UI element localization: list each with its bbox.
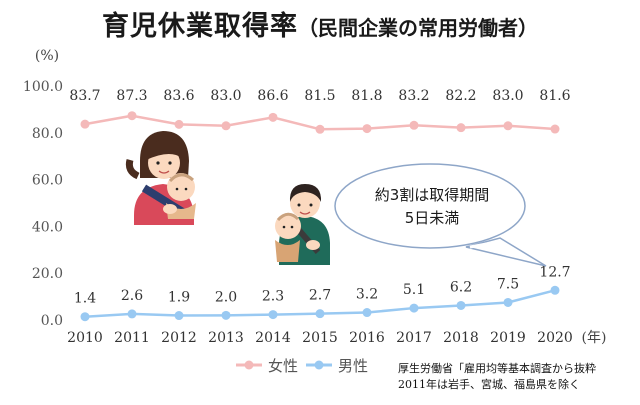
father-with-baby-illustration — [275, 184, 330, 265]
data-label-women: 82.2 — [445, 88, 476, 104]
x-tick-label: 2017 — [396, 330, 432, 346]
x-tick-label: 2011 — [114, 330, 150, 346]
x-axis-unit: (年) — [582, 330, 607, 346]
data-label-men: 2.0 — [215, 289, 237, 305]
data-label-men: 7.5 — [497, 276, 519, 292]
data-point-men — [80, 312, 90, 322]
data-label-men: 2.6 — [121, 288, 143, 304]
data-label-women: 83.2 — [398, 88, 429, 104]
data-label-men: 6.2 — [450, 279, 472, 295]
data-label-women: 83.6 — [163, 88, 194, 104]
data-point-women — [127, 111, 137, 121]
data-point-women — [315, 124, 325, 134]
x-tick-label: 2020 — [537, 330, 573, 346]
data-label-women: 83.7 — [69, 88, 100, 104]
data-label-women: 81.8 — [351, 88, 382, 104]
data-label-women: 83.0 — [492, 88, 523, 104]
data-label-men: 12.7 — [539, 264, 570, 280]
y-tick-label: 80.0 — [32, 126, 63, 142]
data-point-men — [550, 285, 560, 295]
data-point-women — [503, 121, 513, 131]
chart-title: 育児休業取得率（民間企業の常用労働者） — [0, 4, 640, 43]
chart-title-main: 育児休業取得率 — [102, 11, 298, 42]
annotation-bubble: 約3割は取得期間 5日未満 — [334, 163, 547, 267]
data-point-men — [315, 309, 325, 319]
data-label-women: 87.3 — [116, 88, 147, 104]
data-point-men — [127, 309, 137, 319]
data-label-men: 1.4 — [74, 291, 96, 307]
y-tick-label: 0.0 — [41, 313, 63, 329]
legend-marker-women — [244, 360, 254, 370]
legend-label-men: 男性 — [338, 357, 368, 375]
data-point-women — [221, 121, 231, 131]
data-point-women — [456, 123, 466, 133]
mother-with-baby-illustration — [125, 131, 196, 225]
y-tick-label: 20.0 — [32, 266, 63, 282]
data-label-men: 3.2 — [356, 287, 378, 303]
x-tick-label: 2013 — [208, 330, 244, 346]
x-tick-label: 2014 — [255, 330, 291, 346]
legend-item-men: 男性 — [306, 357, 368, 375]
x-tick-label: 2016 — [349, 330, 385, 346]
data-label-women: 86.6 — [257, 88, 288, 104]
y-tick-label: 100.0 — [23, 79, 63, 95]
data-label-men: 1.9 — [168, 290, 190, 306]
y-tick-label: 40.0 — [32, 219, 63, 235]
x-tick-label: 2018 — [443, 330, 479, 346]
x-tick-label: 2010 — [67, 330, 103, 346]
source-line-2: 2011年は岩手、宮城、福島県を除く — [398, 378, 580, 391]
data-point-men — [409, 303, 419, 313]
y-axis-unit: (%) — [35, 48, 59, 64]
data-point-men — [268, 310, 278, 320]
legend-marker-men — [314, 360, 324, 370]
x-tick-label: 2015 — [302, 330, 338, 346]
source-line-1: 厚生労働省「雇用均等基本調査から抜粋 — [398, 362, 596, 375]
data-point-women — [268, 112, 278, 122]
legend: 女性 男性 — [236, 357, 368, 375]
data-label-men: 2.3 — [262, 289, 284, 305]
data-label-women: 81.5 — [304, 88, 335, 104]
data-point-men — [362, 308, 372, 318]
data-label-women: 83.0 — [210, 88, 241, 104]
y-tick-label: 60.0 — [32, 173, 63, 189]
data-point-women — [80, 119, 90, 129]
data-label-men: 2.7 — [309, 288, 331, 304]
data-point-women — [550, 124, 560, 134]
chart-subtitle: （民間企業の常用労働者） — [298, 16, 538, 40]
annotation-line-1: 約3割は取得期間 — [375, 186, 490, 204]
data-label-men: 5.1 — [403, 282, 425, 298]
data-point-women — [409, 120, 419, 130]
data-point-men — [174, 311, 184, 321]
x-tick-label: 2012 — [161, 330, 197, 346]
data-point-women — [174, 119, 184, 129]
data-point-men — [221, 310, 231, 320]
data-point-men — [456, 300, 466, 310]
annotation-line-2: 5日未満 — [405, 209, 460, 227]
data-point-men — [503, 297, 513, 307]
source-note: 厚生労働省「雇用均等基本調査から抜粋 2011年は岩手、宮城、福島県を除く — [398, 361, 596, 393]
data-label-women: 81.6 — [539, 88, 570, 104]
data-point-women — [362, 124, 372, 134]
legend-item-women: 女性 — [236, 357, 298, 375]
legend-label-women: 女性 — [268, 357, 298, 375]
x-tick-label: 2019 — [490, 330, 526, 346]
